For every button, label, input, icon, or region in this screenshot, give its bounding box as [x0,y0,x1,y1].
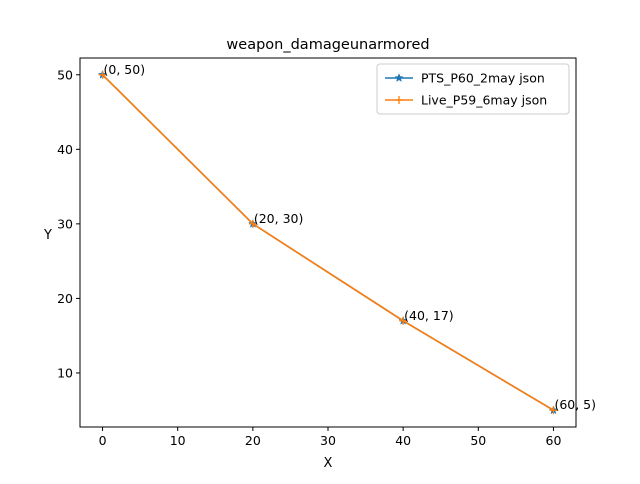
legend: PTS_P60_2may json Live_P59_6may json [376,63,570,115]
data-label: (60, 5) [554,397,596,412]
data-point-1 [248,219,257,228]
series-line-1 [101,74,554,411]
legend-marker [394,73,404,82]
plot-area: 0 10 20 30 40 50 60 10 20 30 40 50 (0, 50) (20, 30) (4… [57,57,596,448]
legend-box [376,63,570,115]
data-label: (0, 50) [104,62,146,77]
x-axis-label: X [324,456,333,471]
legend-entry-label: Live_P59_6may json [421,93,547,108]
y-tick-label: 10 [57,365,73,380]
y-tick-label: 40 [57,142,73,157]
x-tick-label: 0 [99,433,107,448]
y-tick-label: 50 [57,67,73,82]
x-tick-label: 20 [245,433,261,448]
y-axis-label: Y [43,228,52,243]
x-tick-label: 30 [320,433,336,448]
x-tick-label: 10 [170,433,186,448]
x-tick-label: 60 [546,433,562,448]
legend-marker [395,96,403,104]
data-point-1 [399,316,408,325]
chart-title: weapon_damageunarmored [226,37,429,53]
data-point-1 [98,70,107,79]
y-tick-label: 30 [57,216,73,231]
x-tick-label: 40 [395,433,411,448]
y-tick-label: 20 [57,291,73,306]
legend-entry-label: PTS_P60_2may json [421,71,545,86]
data-label: (20, 30) [254,211,304,226]
data-label: (40, 17) [404,308,454,323]
data-point-1 [549,406,558,415]
x-tick-label: 50 [470,433,486,448]
